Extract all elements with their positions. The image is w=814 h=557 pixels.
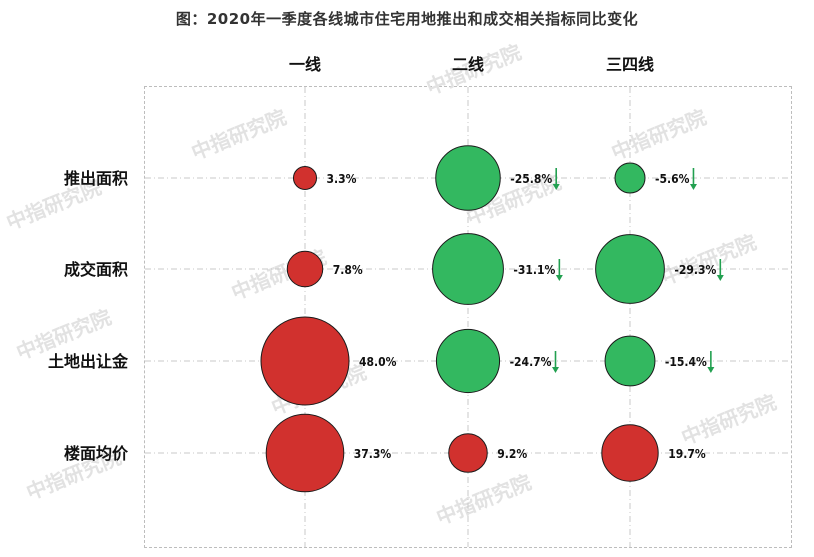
value-label: 9.2% [497, 447, 527, 461]
value-label: 37.3% [354, 447, 392, 461]
down-arrow-icon [552, 168, 560, 190]
watermark-text: 中指研究院 [608, 105, 710, 165]
bubble [435, 145, 501, 211]
bubble [265, 413, 345, 493]
value-label: 19.7% [668, 447, 706, 461]
value-label: -31.1% [513, 263, 555, 277]
down-arrow-icon [707, 351, 715, 373]
down-arrow-icon [552, 351, 560, 373]
value-label: -5.6% [655, 172, 690, 186]
watermark-text: 中指研究院 [188, 105, 290, 165]
bubble [435, 328, 501, 394]
value-label: -24.7% [510, 355, 552, 369]
row-header: 土地出让金 [48, 352, 129, 371]
bubble [448, 433, 488, 473]
value-label: 3.3% [327, 172, 357, 186]
row-header: 推出面积 [64, 169, 128, 188]
watermark-text: 中指研究院 [678, 390, 780, 450]
bubble [432, 233, 504, 305]
down-arrow-icon [716, 259, 724, 281]
value-label: 48.0% [359, 355, 397, 369]
bubble [614, 162, 646, 194]
plot-frame [144, 86, 792, 548]
bubble [604, 335, 656, 387]
bubble [292, 165, 318, 191]
bubble [286, 250, 324, 288]
value-label: -25.8% [510, 172, 552, 186]
column-header: 一线 [289, 55, 321, 74]
value-label: 7.8% [333, 263, 363, 277]
down-arrow-icon [555, 259, 563, 281]
watermark-text: 中指研究院 [658, 230, 760, 290]
value-label: -15.4% [665, 355, 707, 369]
bubble [601, 424, 659, 482]
down-arrow-icon [689, 168, 697, 190]
row-header: 成交面积 [64, 260, 128, 279]
watermark-text: 中指研究院 [433, 470, 535, 530]
chart-title: 图：2020年一季度各线城市住宅用地推出和成交相关指标同比变化 [175, 10, 639, 28]
bubble [260, 316, 350, 406]
column-header: 三四线 [606, 55, 654, 74]
bubble [595, 234, 665, 304]
column-header: 二线 [452, 55, 484, 74]
row-header: 楼面均价 [64, 444, 129, 463]
value-label: -29.3% [674, 263, 716, 277]
